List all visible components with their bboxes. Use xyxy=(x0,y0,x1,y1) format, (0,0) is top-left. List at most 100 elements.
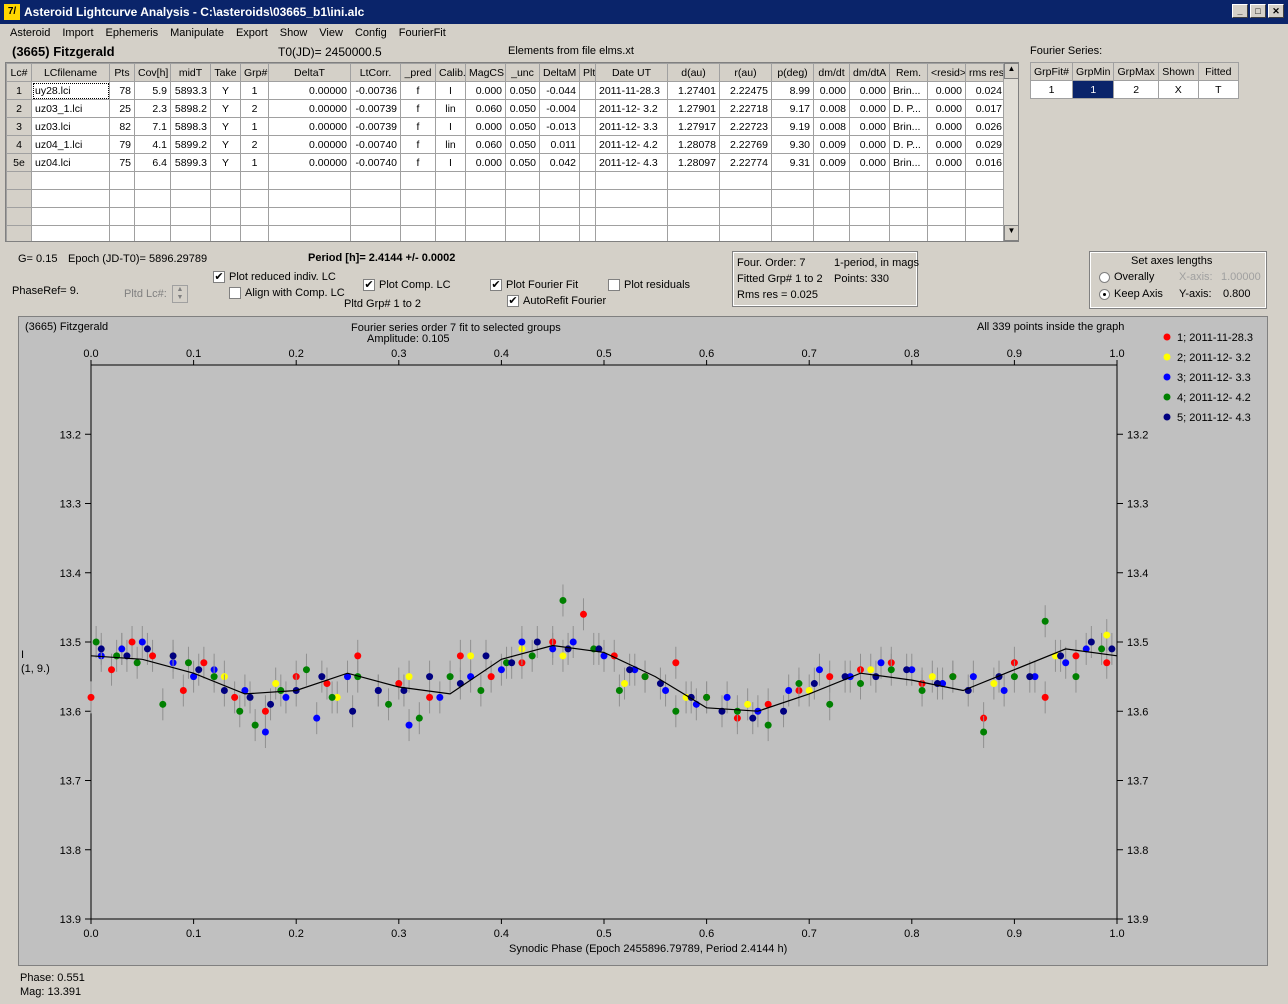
close-button[interactable]: ✕ xyxy=(1268,4,1284,18)
table-cell[interactable]: 0.016 xyxy=(965,153,1006,172)
empty-cell[interactable] xyxy=(435,225,466,241)
column-header[interactable]: p(deg) xyxy=(771,63,814,82)
empty-cell[interactable] xyxy=(170,225,211,241)
keep-axis-radio[interactable]: Keep Axis xyxy=(1099,288,1163,300)
table-cell[interactable] xyxy=(579,81,596,100)
fourier-cell[interactable]: X xyxy=(1157,80,1199,99)
empty-cell[interactable] xyxy=(849,207,890,226)
table-cell[interactable] xyxy=(579,117,596,136)
table-cell[interactable]: D. P... xyxy=(889,99,928,118)
table-cell[interactable]: -0.00740 xyxy=(350,153,401,172)
table-cell[interactable]: 25 xyxy=(109,99,135,118)
table-cell[interactable]: f xyxy=(400,81,436,100)
empty-cell[interactable] xyxy=(350,207,401,226)
table-cell[interactable]: Brin... xyxy=(889,153,928,172)
empty-cell[interactable] xyxy=(400,171,436,190)
column-header[interactable]: Rem. xyxy=(889,63,928,82)
empty-cell[interactable] xyxy=(539,225,580,241)
table-cell[interactable]: 5.9 xyxy=(134,81,171,100)
table-cell[interactable]: Y xyxy=(210,117,241,136)
empty-cell[interactable] xyxy=(667,189,720,208)
empty-cell[interactable] xyxy=(400,225,436,241)
table-cell[interactable]: 0.00000 xyxy=(268,99,351,118)
table-cell[interactable]: 1.27401 xyxy=(667,81,720,100)
empty-cell[interactable] xyxy=(579,225,596,241)
empty-cell[interactable] xyxy=(927,225,966,241)
column-header[interactable]: _unc xyxy=(505,63,540,82)
column-header[interactable]: DeltaM xyxy=(539,63,580,82)
row-number[interactable]: 4 xyxy=(6,135,32,154)
minimize-button[interactable]: _ xyxy=(1232,4,1248,18)
empty-cell[interactable] xyxy=(889,225,928,241)
table-cell[interactable]: 0.000 xyxy=(849,81,890,100)
x-axis-value[interactable]: 1.00000 xyxy=(1221,271,1261,283)
table-cell[interactable]: 5893.3 xyxy=(170,81,211,100)
empty-cell[interactable] xyxy=(539,207,580,226)
menu-export[interactable]: Export xyxy=(235,27,268,39)
fourier-cell[interactable]: 2 xyxy=(1113,80,1159,99)
empty-cell[interactable] xyxy=(240,171,269,190)
column-header[interactable]: LCfilename xyxy=(31,63,110,82)
empty-cell[interactable] xyxy=(667,207,720,226)
fourier-cell[interactable]: T xyxy=(1197,80,1239,99)
empty-cell[interactable] xyxy=(6,189,32,208)
table-cell[interactable]: 2.22769 xyxy=(719,135,772,154)
menu-ephemeris[interactable]: Ephemeris xyxy=(105,27,159,39)
table-cell[interactable]: 0.00000 xyxy=(268,153,351,172)
empty-cell[interactable] xyxy=(435,207,466,226)
table-cell[interactable]: uz04.lci xyxy=(31,153,110,172)
table-cell[interactable]: 0.000 xyxy=(849,117,890,136)
empty-cell[interactable] xyxy=(595,207,668,226)
table-cell[interactable]: 0.050 xyxy=(505,117,540,136)
empty-cell[interactable] xyxy=(465,225,506,241)
table-cell[interactable]: Y xyxy=(210,99,241,118)
autorefit-checkbox[interactable]: ✔ AutoRefit Fourier xyxy=(507,295,607,308)
table-cell[interactable]: 0.024 xyxy=(965,81,1006,100)
menu-show[interactable]: Show xyxy=(279,27,308,39)
table-cell[interactable]: 5899.3 xyxy=(170,153,211,172)
empty-cell[interactable] xyxy=(813,189,850,208)
empty-cell[interactable] xyxy=(109,189,135,208)
table-cell[interactable]: 75 xyxy=(109,153,135,172)
empty-cell[interactable] xyxy=(719,225,772,241)
table-cell[interactable]: I xyxy=(435,153,466,172)
table-cell[interactable]: 1.28078 xyxy=(667,135,720,154)
empty-cell[interactable] xyxy=(771,189,814,208)
menu-asteroid[interactable]: Asteroid xyxy=(10,27,51,39)
empty-cell[interactable] xyxy=(813,207,850,226)
menu-config[interactable]: Config xyxy=(354,27,387,39)
table-cell[interactable]: 0.000 xyxy=(927,153,966,172)
table-cell[interactable]: 0.000 xyxy=(927,117,966,136)
table-cell[interactable]: lin xyxy=(435,99,466,118)
empty-cell[interactable] xyxy=(889,189,928,208)
menu-fourierfit[interactable]: FourierFit xyxy=(398,27,446,39)
table-cell[interactable]: 2011-12- 4.2 xyxy=(595,135,668,154)
column-header[interactable]: Date UT xyxy=(595,63,668,82)
table-cell[interactable]: 2 xyxy=(240,99,269,118)
lightcurve-plot[interactable]: (3665) Fitzgerald Fourier series order 7… xyxy=(18,316,1268,966)
table-cell[interactable]: 1.28097 xyxy=(667,153,720,172)
table-cell[interactable]: 79 xyxy=(109,135,135,154)
table-cell[interactable]: 9.17 xyxy=(771,99,814,118)
empty-cell[interactable] xyxy=(134,207,171,226)
empty-cell[interactable] xyxy=(134,189,171,208)
table-cell[interactable]: 9.31 xyxy=(771,153,814,172)
empty-cell[interactable] xyxy=(350,225,401,241)
empty-cell[interactable] xyxy=(170,189,211,208)
empty-cell[interactable] xyxy=(31,189,110,208)
empty-cell[interactable] xyxy=(31,225,110,241)
table-cell[interactable]: -0.00739 xyxy=(350,99,401,118)
table-cell[interactable]: 78 xyxy=(109,81,135,100)
empty-cell[interactable] xyxy=(240,225,269,241)
table-cell[interactable]: 0.000 xyxy=(813,81,850,100)
empty-cell[interactable] xyxy=(505,171,540,190)
empty-cell[interactable] xyxy=(109,225,135,241)
empty-cell[interactable] xyxy=(465,189,506,208)
column-header[interactable]: Cov[h] xyxy=(134,63,171,82)
column-header[interactable]: Plt xyxy=(579,63,596,82)
table-cell[interactable] xyxy=(579,153,596,172)
table-cell[interactable]: 0.000 xyxy=(927,135,966,154)
table-cell[interactable]: 0.060 xyxy=(465,135,506,154)
table-cell[interactable]: 0.008 xyxy=(813,117,850,136)
empty-cell[interactable] xyxy=(31,207,110,226)
